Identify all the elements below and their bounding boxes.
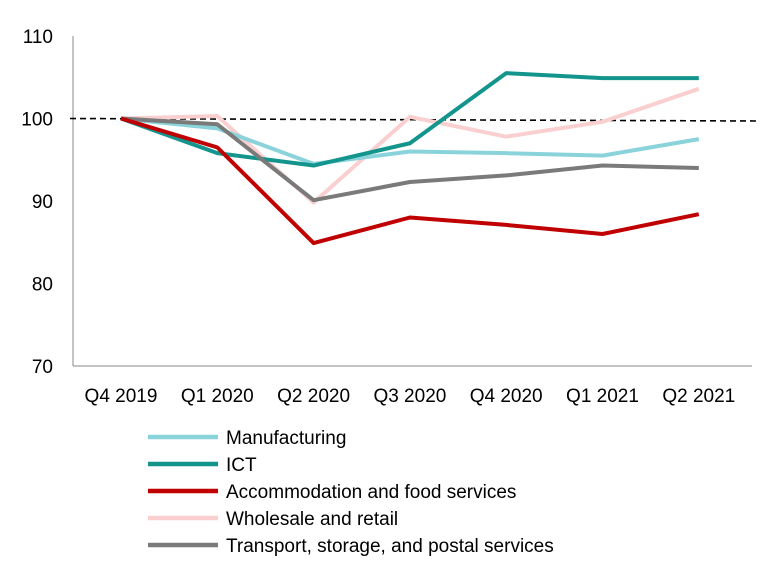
legend-item: Accommodation and food services [148, 482, 516, 503]
legend-label: Transport, storage, and postal services [226, 536, 554, 557]
x-tick-label: Q1 2021 [566, 386, 639, 407]
x-tick-label: Q2 2021 [662, 386, 735, 407]
legend-item: Wholesale and retail [148, 509, 398, 530]
legend-label: ICT [226, 455, 257, 476]
legend: Manufacturing ICT Accommodation and food s… [148, 428, 554, 557]
y-axis: 70 80 90 100 110 [21, 27, 74, 378]
reference-line-group [69, 117, 757, 122]
legend-label: Wholesale and retail [226, 509, 398, 530]
reference-line-100 [69, 117, 757, 122]
x-tick-label: Q4 2020 [470, 386, 543, 407]
series-line-wholesale-and-retail [120, 86, 700, 205]
legend-label: Manufacturing [226, 428, 346, 449]
series-line-ict [120, 71, 699, 168]
x-tick-label: Q3 2020 [373, 386, 446, 407]
legend-item: ICT [148, 455, 257, 476]
y-tick-label: 90 [32, 192, 53, 213]
legend-label: Accommodation and food services [226, 482, 516, 503]
legend-item: Transport, storage, and postal services [148, 536, 554, 557]
x-tick-label: Q4 2019 [85, 386, 158, 407]
series-line-transport-storage-and-postal-services [120, 116, 699, 203]
y-tick-label: 100 [21, 110, 53, 131]
x-tick-label: Q2 2020 [277, 386, 350, 407]
x-tick-label: Q1 2020 [181, 386, 254, 407]
legend-item: Manufacturing [148, 428, 346, 449]
x-axis: Q4 2019 Q1 2020 Q2 2020 Q3 2020 Q4 2020 Q1 20… [73, 365, 752, 407]
y-tick-label: 70 [32, 357, 53, 378]
y-tick-label: 110 [23, 27, 53, 48]
series-line-manufacturing [120, 116, 700, 166]
series-line-accommodation-and-food-services [120, 116, 700, 246]
series-lines [120, 71, 700, 246]
y-tick-label: 80 [32, 275, 53, 296]
